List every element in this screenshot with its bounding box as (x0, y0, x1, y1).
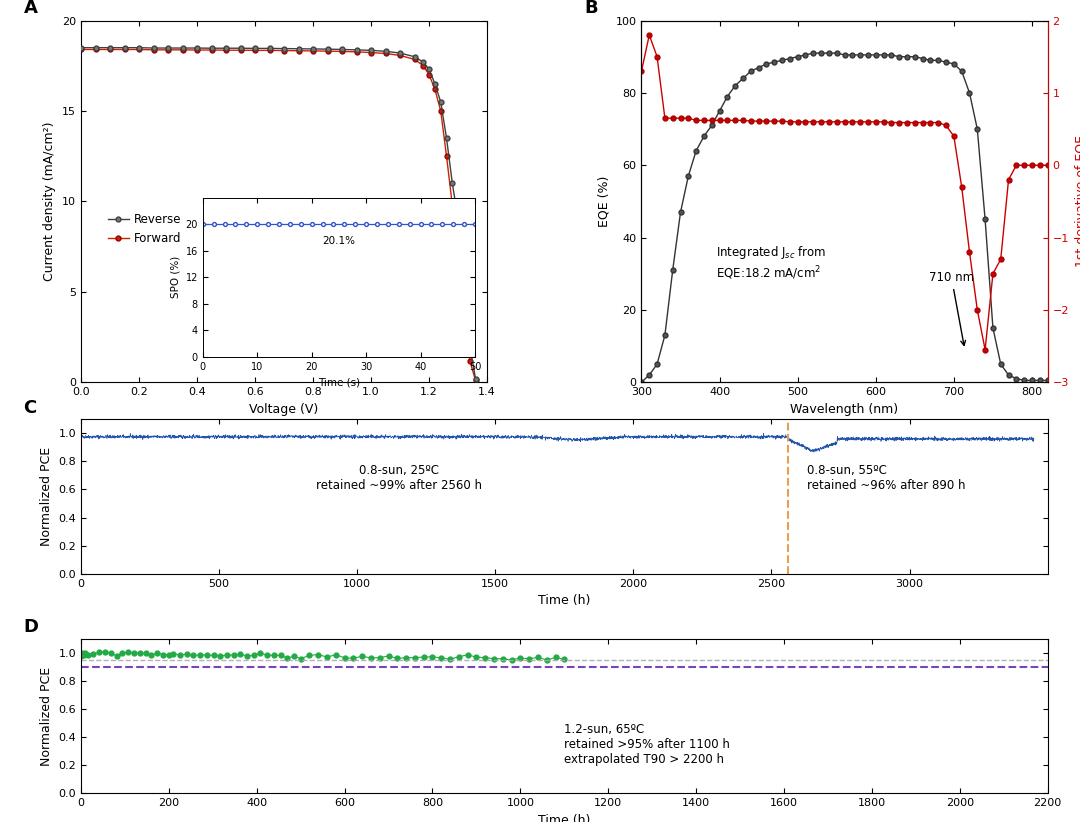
Y-axis label: Normalized PCE: Normalized PCE (40, 667, 53, 765)
Reverse (417, 58, 430, 67)
Forward (451, 247, 464, 257)
X-axis label: Wavelength (nm): Wavelength (nm) (791, 403, 899, 416)
Reverse (408, 52, 421, 62)
Reverse (336, 44, 349, 54)
Forward (248, 45, 261, 55)
Reverse (248, 44, 261, 53)
Text: 0.8-sun, 55ºC
retained ~96% after 890 h: 0.8-sun, 55ºC retained ~96% after 890 h (808, 464, 966, 492)
Forward (321, 46, 334, 56)
Forward (307, 46, 320, 56)
Forward (336, 47, 349, 57)
Y-axis label: 1st derivative of EQE: 1st derivative of EQE (1075, 136, 1080, 267)
Reverse (469, 374, 482, 384)
Line: Forward: Forward (79, 47, 478, 383)
Reverse (147, 43, 160, 53)
Reverse (458, 278, 471, 288)
Forward (118, 44, 131, 54)
Reverse (440, 133, 453, 143)
Text: B: B (584, 0, 598, 17)
Forward (264, 45, 276, 55)
Text: 710 nm: 710 nm (929, 271, 974, 345)
Forward (190, 45, 203, 55)
Text: D: D (23, 618, 38, 636)
Forward (278, 46, 291, 56)
Y-axis label: Normalized PCE: Normalized PCE (40, 447, 53, 546)
Forward (408, 54, 421, 64)
Reverse (321, 44, 334, 54)
Reverse (133, 43, 146, 53)
Forward (350, 47, 363, 57)
Reverse (451, 215, 464, 224)
Forward (429, 85, 442, 95)
Reverse (393, 48, 406, 58)
Reverse (278, 44, 291, 53)
Reverse (118, 43, 131, 53)
Forward (463, 356, 476, 366)
Forward (422, 70, 435, 80)
Reverse (379, 46, 392, 56)
Forward (205, 45, 218, 55)
Forward (458, 305, 471, 315)
Reverse (205, 44, 218, 53)
Forward (147, 45, 160, 55)
Forward (434, 106, 447, 116)
Forward (379, 48, 392, 58)
Forward (133, 44, 146, 54)
Reverse (219, 44, 232, 53)
Reverse (162, 43, 175, 53)
Forward (219, 45, 232, 55)
Reverse (264, 44, 276, 53)
Reverse (234, 44, 247, 53)
Forward (292, 46, 305, 56)
Text: A: A (24, 0, 38, 17)
Legend: Reverse, Forward: Reverse, Forward (104, 209, 186, 250)
Reverse (75, 43, 87, 53)
Reverse (89, 43, 102, 53)
Text: Integrated J$_{sc}$ from
EQE:18.2 mA/cm$^{2}$: Integrated J$_{sc}$ from EQE:18.2 mA/cm$… (716, 244, 826, 281)
X-axis label: Time (h): Time (h) (538, 594, 591, 607)
Y-axis label: Current density (mA/cm²): Current density (mA/cm²) (43, 122, 56, 281)
Reverse (307, 44, 320, 54)
Reverse (434, 97, 447, 107)
Reverse (463, 341, 476, 351)
Reverse (104, 43, 117, 53)
Forward (417, 61, 430, 71)
Forward (393, 50, 406, 60)
Reverse (365, 45, 378, 55)
Y-axis label: EQE (%): EQE (%) (597, 176, 610, 227)
X-axis label: Time (h): Time (h) (538, 814, 591, 822)
Reverse (176, 43, 189, 53)
Forward (365, 48, 378, 58)
Reverse (292, 44, 305, 53)
Forward (440, 151, 453, 161)
Forward (469, 376, 482, 386)
Reverse (350, 45, 363, 55)
Forward (176, 45, 189, 55)
Forward (162, 45, 175, 55)
Reverse (429, 79, 442, 89)
Forward (104, 44, 117, 54)
Text: 0.8-sun, 25ºC
retained ~99% after 2560 h: 0.8-sun, 25ºC retained ~99% after 2560 h (315, 464, 482, 492)
Forward (446, 200, 459, 210)
Text: 1.2-sun, 65ºC
retained >95% after 1100 h
extrapolated T90 > 2200 h: 1.2-sun, 65ºC retained >95% after 1100 h… (564, 723, 730, 765)
Text: C: C (23, 399, 37, 417)
Forward (234, 45, 247, 55)
Forward (89, 44, 102, 54)
X-axis label: Voltage (V): Voltage (V) (249, 403, 319, 416)
Forward (75, 44, 87, 54)
Reverse (446, 178, 459, 188)
Reverse (190, 43, 203, 53)
Reverse (422, 64, 435, 74)
Line: Reverse: Reverse (79, 45, 478, 381)
